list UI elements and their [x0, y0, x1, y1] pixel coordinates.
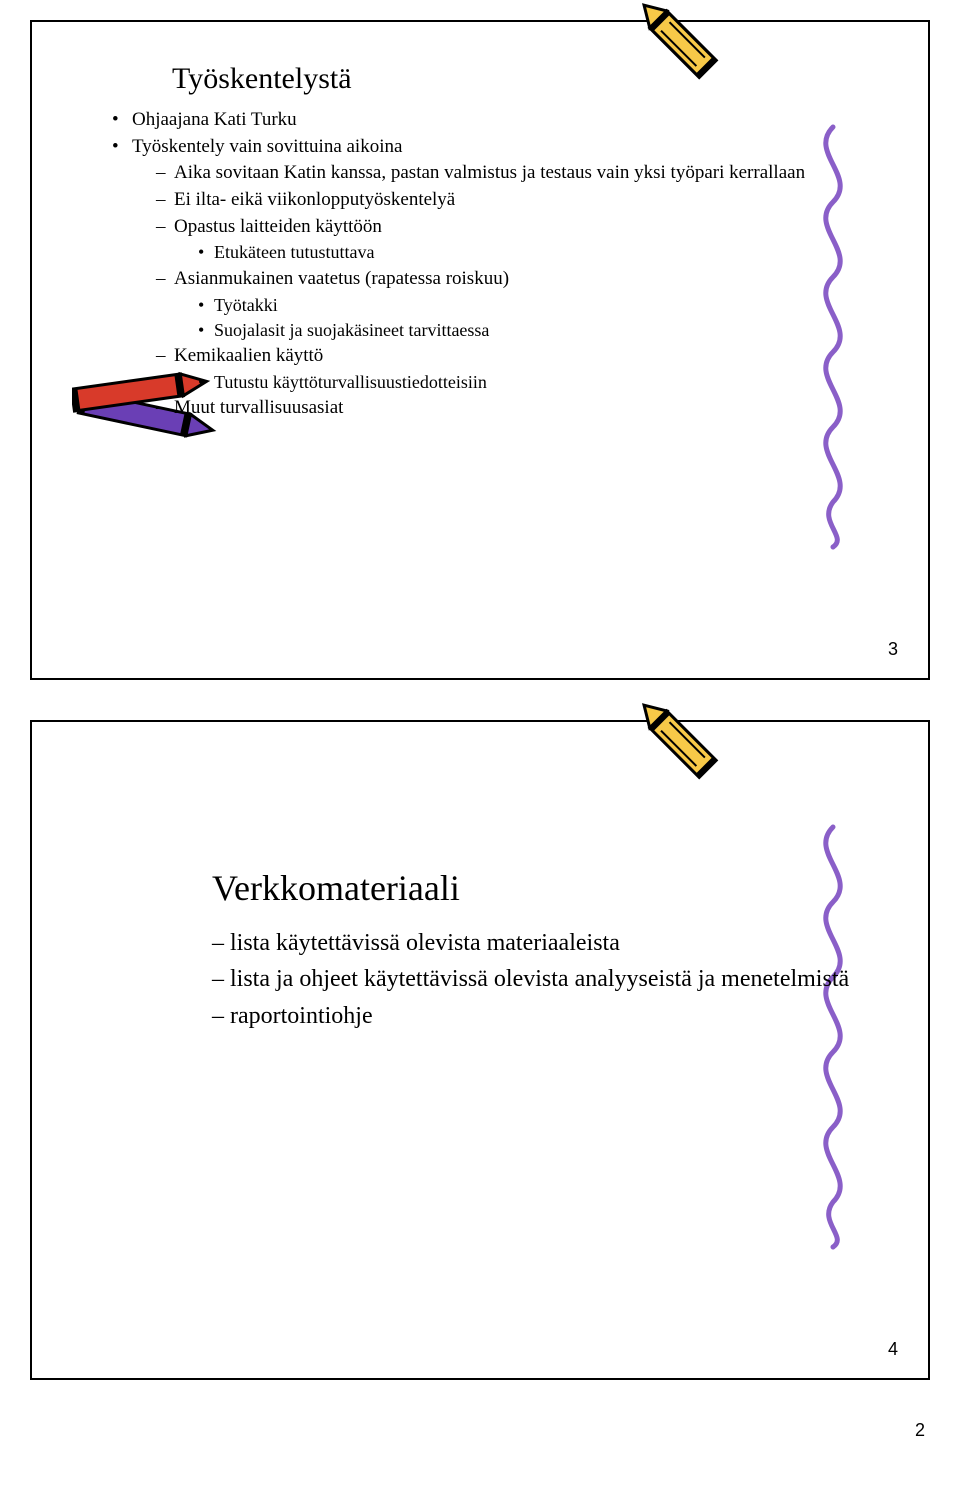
list-text: Muut turvallisuusasiat: [174, 397, 343, 418]
list-text: Etukäteen tutustuttava: [214, 242, 374, 262]
slide-title: Työskentelystä: [172, 62, 868, 96]
footer-page-number: 2: [25, 1420, 935, 1441]
list-item: Työskentely vain sovittuina aikoina Aika…: [112, 135, 868, 421]
bullet-list: Ohjaajana Kati Turku Työskentely vain so…: [112, 108, 868, 421]
list-item: lista käytettävissä olevista materiaalei…: [212, 927, 868, 959]
list-text: Kemikaalien käyttö: [174, 345, 323, 366]
list-item: Kemikaalien käyttö Tutustu käyttöturvall…: [156, 344, 868, 394]
list-text: Ohjaajana Kati Turku: [132, 109, 297, 130]
crayon-icon: [618, 0, 738, 102]
list-item: Opastus laitteiden käyttöön Etukäteen tu…: [156, 215, 868, 265]
list-text: lista käytettävissä olevista materiaalei…: [230, 930, 620, 956]
list-item: Ei ilta- eikä viikonlopputyöskentelyä: [156, 188, 868, 213]
list-item: Työtakki: [198, 294, 868, 317]
list-item: Aika sovitaan Katin kanssa, pastan valmi…: [156, 161, 868, 186]
slide-title: Verkkomateriaali: [212, 867, 868, 909]
list-item: lista ja ohjeet käytettävissä olevista a…: [212, 963, 868, 995]
list-item: Suojalasit ja suojakäsineet tarvittaessa: [198, 319, 868, 342]
list-item: raportointiohje: [212, 1000, 868, 1032]
list-item: Muut turvallisuusasiat: [156, 396, 868, 421]
slide-2: Verkkomateriaali lista käytettävissä ole…: [30, 720, 930, 1380]
page-number: 4: [888, 1339, 898, 1360]
squiggle-icon: [798, 822, 868, 1252]
list-text: Suojalasit ja suojakäsineet tarvittaessa: [214, 320, 489, 340]
list-text: lista ja ohjeet käytettävissä olevista a…: [230, 966, 849, 992]
list-text: Opastus laitteiden käyttöön: [174, 216, 382, 237]
crayon-icon: [618, 682, 738, 802]
bullet-list: lista käytettävissä olevista materiaalei…: [112, 927, 868, 1032]
list-item: Etukäteen tutustuttava: [198, 241, 868, 264]
list-text: Tutustu käyttöturvallisuustiedotteisiin: [214, 372, 487, 392]
list-text: Aika sovitaan Katin kanssa, pastan valmi…: [174, 162, 805, 183]
list-text: Ei ilta- eikä viikonlopputyöskentelyä: [174, 189, 455, 210]
list-item: Tutustu käyttöturvallisuustiedotteisiin: [198, 371, 868, 394]
page-number: 3: [888, 639, 898, 660]
slide-1: Työskentelystä Ohjaajana Kati Turku Työs…: [30, 20, 930, 680]
list-item: Ohjaajana Kati Turku: [112, 108, 868, 133]
list-text: Asianmukainen vaatetus (rapatessa roisku…: [174, 268, 509, 289]
list-text: raportointiohje: [230, 1003, 373, 1029]
list-text: Työskentely vain sovittuina aikoina: [132, 136, 402, 157]
list-item: Asianmukainen vaatetus (rapatessa roisku…: [156, 267, 868, 342]
list-text: Työtakki: [214, 295, 278, 315]
